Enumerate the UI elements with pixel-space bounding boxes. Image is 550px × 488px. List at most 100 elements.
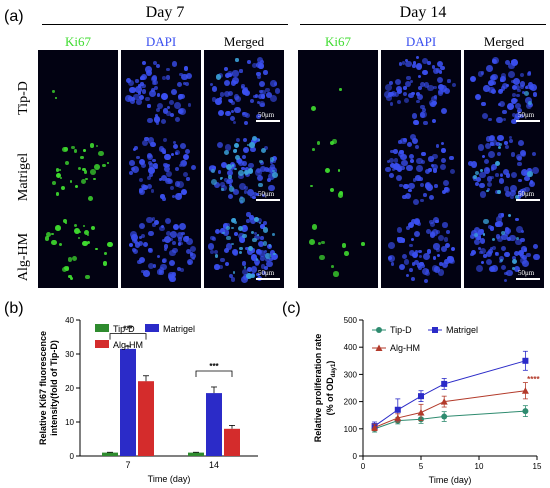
scale-bar [256, 120, 280, 122]
legend-swatch-alg-hm [95, 340, 109, 348]
col-ki67-d14: Ki67 [325, 34, 351, 49]
significance-label: **** [527, 375, 540, 384]
scale-bar [256, 199, 280, 201]
micrograph-tip-d-merged-day14: 50μm [464, 50, 544, 130]
y-axis-label: Relative Ki67 fluorescenceintensity(fold… [38, 331, 59, 445]
marker-matrigel [432, 327, 438, 333]
x-tick-label: 15 [533, 462, 542, 471]
y-tick-label: 20 [65, 384, 74, 393]
micrograph-matrigel-ki67-day14 [298, 129, 378, 209]
legend-label-matrigel: Matrigel [446, 325, 478, 335]
marker-alg-hm [417, 408, 425, 416]
row-alghm: Alg-HM [16, 232, 31, 282]
day7-title: Day 7 [145, 4, 185, 21]
line-chart: 0 100 200 300 400 500 0 5 10 15 **** Tip-D Matrigel A… [313, 316, 542, 485]
micrograph-matrigel-ki67-day7 [38, 129, 118, 209]
y-tick-label: 200 [344, 398, 358, 407]
micrograph-matrigel-dapi-day14 [381, 129, 461, 209]
marker-alg-hm [440, 398, 448, 405]
scale-bar-label: 50μm [518, 269, 535, 277]
x-tick-label: 7 [125, 460, 130, 470]
y-tick-label: 300 [344, 370, 358, 379]
y-tick-label: 40 [65, 316, 74, 325]
y-tick-label: 100 [344, 425, 358, 434]
x-tick-label: 0 [361, 462, 366, 471]
legend-label-alg-hm: Alg-HM [390, 343, 420, 353]
significance-label: *** [209, 362, 219, 371]
legend-label-tip-d: Tip-D [390, 325, 412, 335]
micrograph-tip-d-ki67-day7 [38, 50, 118, 130]
marker-alg-hm [521, 387, 529, 394]
day14-title: Day 14 [399, 4, 447, 21]
marker-alg-hm [375, 344, 383, 351]
x-axis-label: Time (day) [148, 474, 191, 484]
marker-matrigel [394, 406, 401, 413]
micrograph-matrigel-merged-day14: 50μm [464, 129, 544, 209]
micrograph-matrigel-dapi-day7 [121, 129, 201, 209]
y-tick-label: 0 [353, 452, 358, 461]
bar-alg-hm-7 [138, 381, 154, 456]
y-tick-label: 10 [65, 418, 74, 427]
y-tick-label: 400 [344, 343, 358, 352]
marker-matrigel [522, 357, 529, 364]
row-matrigel: Matrigel [16, 152, 31, 202]
scale-bar-label: 50μm [258, 269, 275, 277]
micrograph-tip-d-dapi-day7 [121, 50, 201, 130]
panel-a-label: (a) [4, 8, 24, 25]
panel-b-label: (b) [4, 300, 24, 317]
day7-divider [42, 24, 288, 25]
col-ki67-d7: Ki67 [65, 34, 91, 49]
y-tick-label: 0 [70, 452, 75, 461]
significance-label: *** [123, 325, 133, 334]
micrograph-alg-hm-dapi-day7 [121, 208, 201, 288]
marker-alg-hm [394, 414, 402, 421]
legend-swatch-matrigel [145, 324, 159, 332]
col-merged-d7: Merged [223, 34, 265, 49]
x-tick-label: 5 [419, 462, 424, 471]
scale-bar [516, 199, 540, 201]
micrograph-tip-d-dapi-day14 [381, 50, 461, 130]
bar-tip-d-7 [102, 452, 118, 456]
scale-bar [516, 120, 540, 122]
micrograph-tip-d-merged-day7: 50μm [204, 50, 284, 130]
marker-matrigel [441, 380, 448, 387]
legend-label-alg-hm: Alg-HM [113, 340, 143, 350]
scale-bar-label: 50μm [518, 111, 535, 119]
col-dapi-d7: DAPI [145, 34, 177, 49]
legend-label-matrigel: Matrigel [163, 324, 195, 334]
micrograph-alg-hm-ki67-day7 [38, 208, 118, 288]
micrograph-tip-d-ki67-day14 [298, 50, 378, 130]
row-tipd: Tip-D [16, 81, 31, 115]
x-tick-label: 10 [475, 462, 484, 471]
legend-label-tip-d: Tip-D [113, 324, 135, 334]
x-axis-label: Time (day) [429, 475, 472, 485]
col-merged-d14: Merged [483, 34, 525, 49]
scale-bar [516, 278, 540, 280]
marker-matrigel [418, 393, 424, 400]
bar-tip-d-14 [188, 452, 204, 456]
bar-alg-hm-14 [224, 428, 240, 456]
micrograph-alg-hm-dapi-day14 [381, 208, 461, 288]
marker-tip-d [522, 408, 529, 415]
legend-swatch-tip-d [95, 324, 109, 332]
significance-bracket [195, 370, 233, 377]
scale-bar-label: 50μm [258, 111, 275, 119]
micrograph-alg-hm-merged-day14: 50μm [464, 208, 544, 288]
panel-c-label: (c) [282, 300, 301, 317]
significance-bracket [109, 333, 147, 340]
col-dapi-d14: DAPI [405, 34, 437, 49]
y-tick-label: 500 [344, 316, 358, 325]
micrograph-alg-hm-merged-day7: 50μm [204, 208, 284, 288]
y-axis-label: Relative proliferation rate (% of ODday1) [313, 334, 337, 443]
micrograph-matrigel-merged-day7: 50μm [204, 129, 284, 209]
micrograph-alg-hm-ki67-day14 [298, 208, 378, 288]
scale-bar-label: 50μm [518, 190, 535, 198]
scale-bar-label: 50μm [258, 190, 275, 198]
bar-matrigel-14 [206, 393, 222, 456]
marker-alg-hm [371, 423, 379, 431]
marker-tip-d [376, 327, 382, 333]
day14-divider [300, 24, 546, 25]
x-tick-label: 14 [209, 460, 219, 470]
scale-bar [256, 278, 280, 280]
